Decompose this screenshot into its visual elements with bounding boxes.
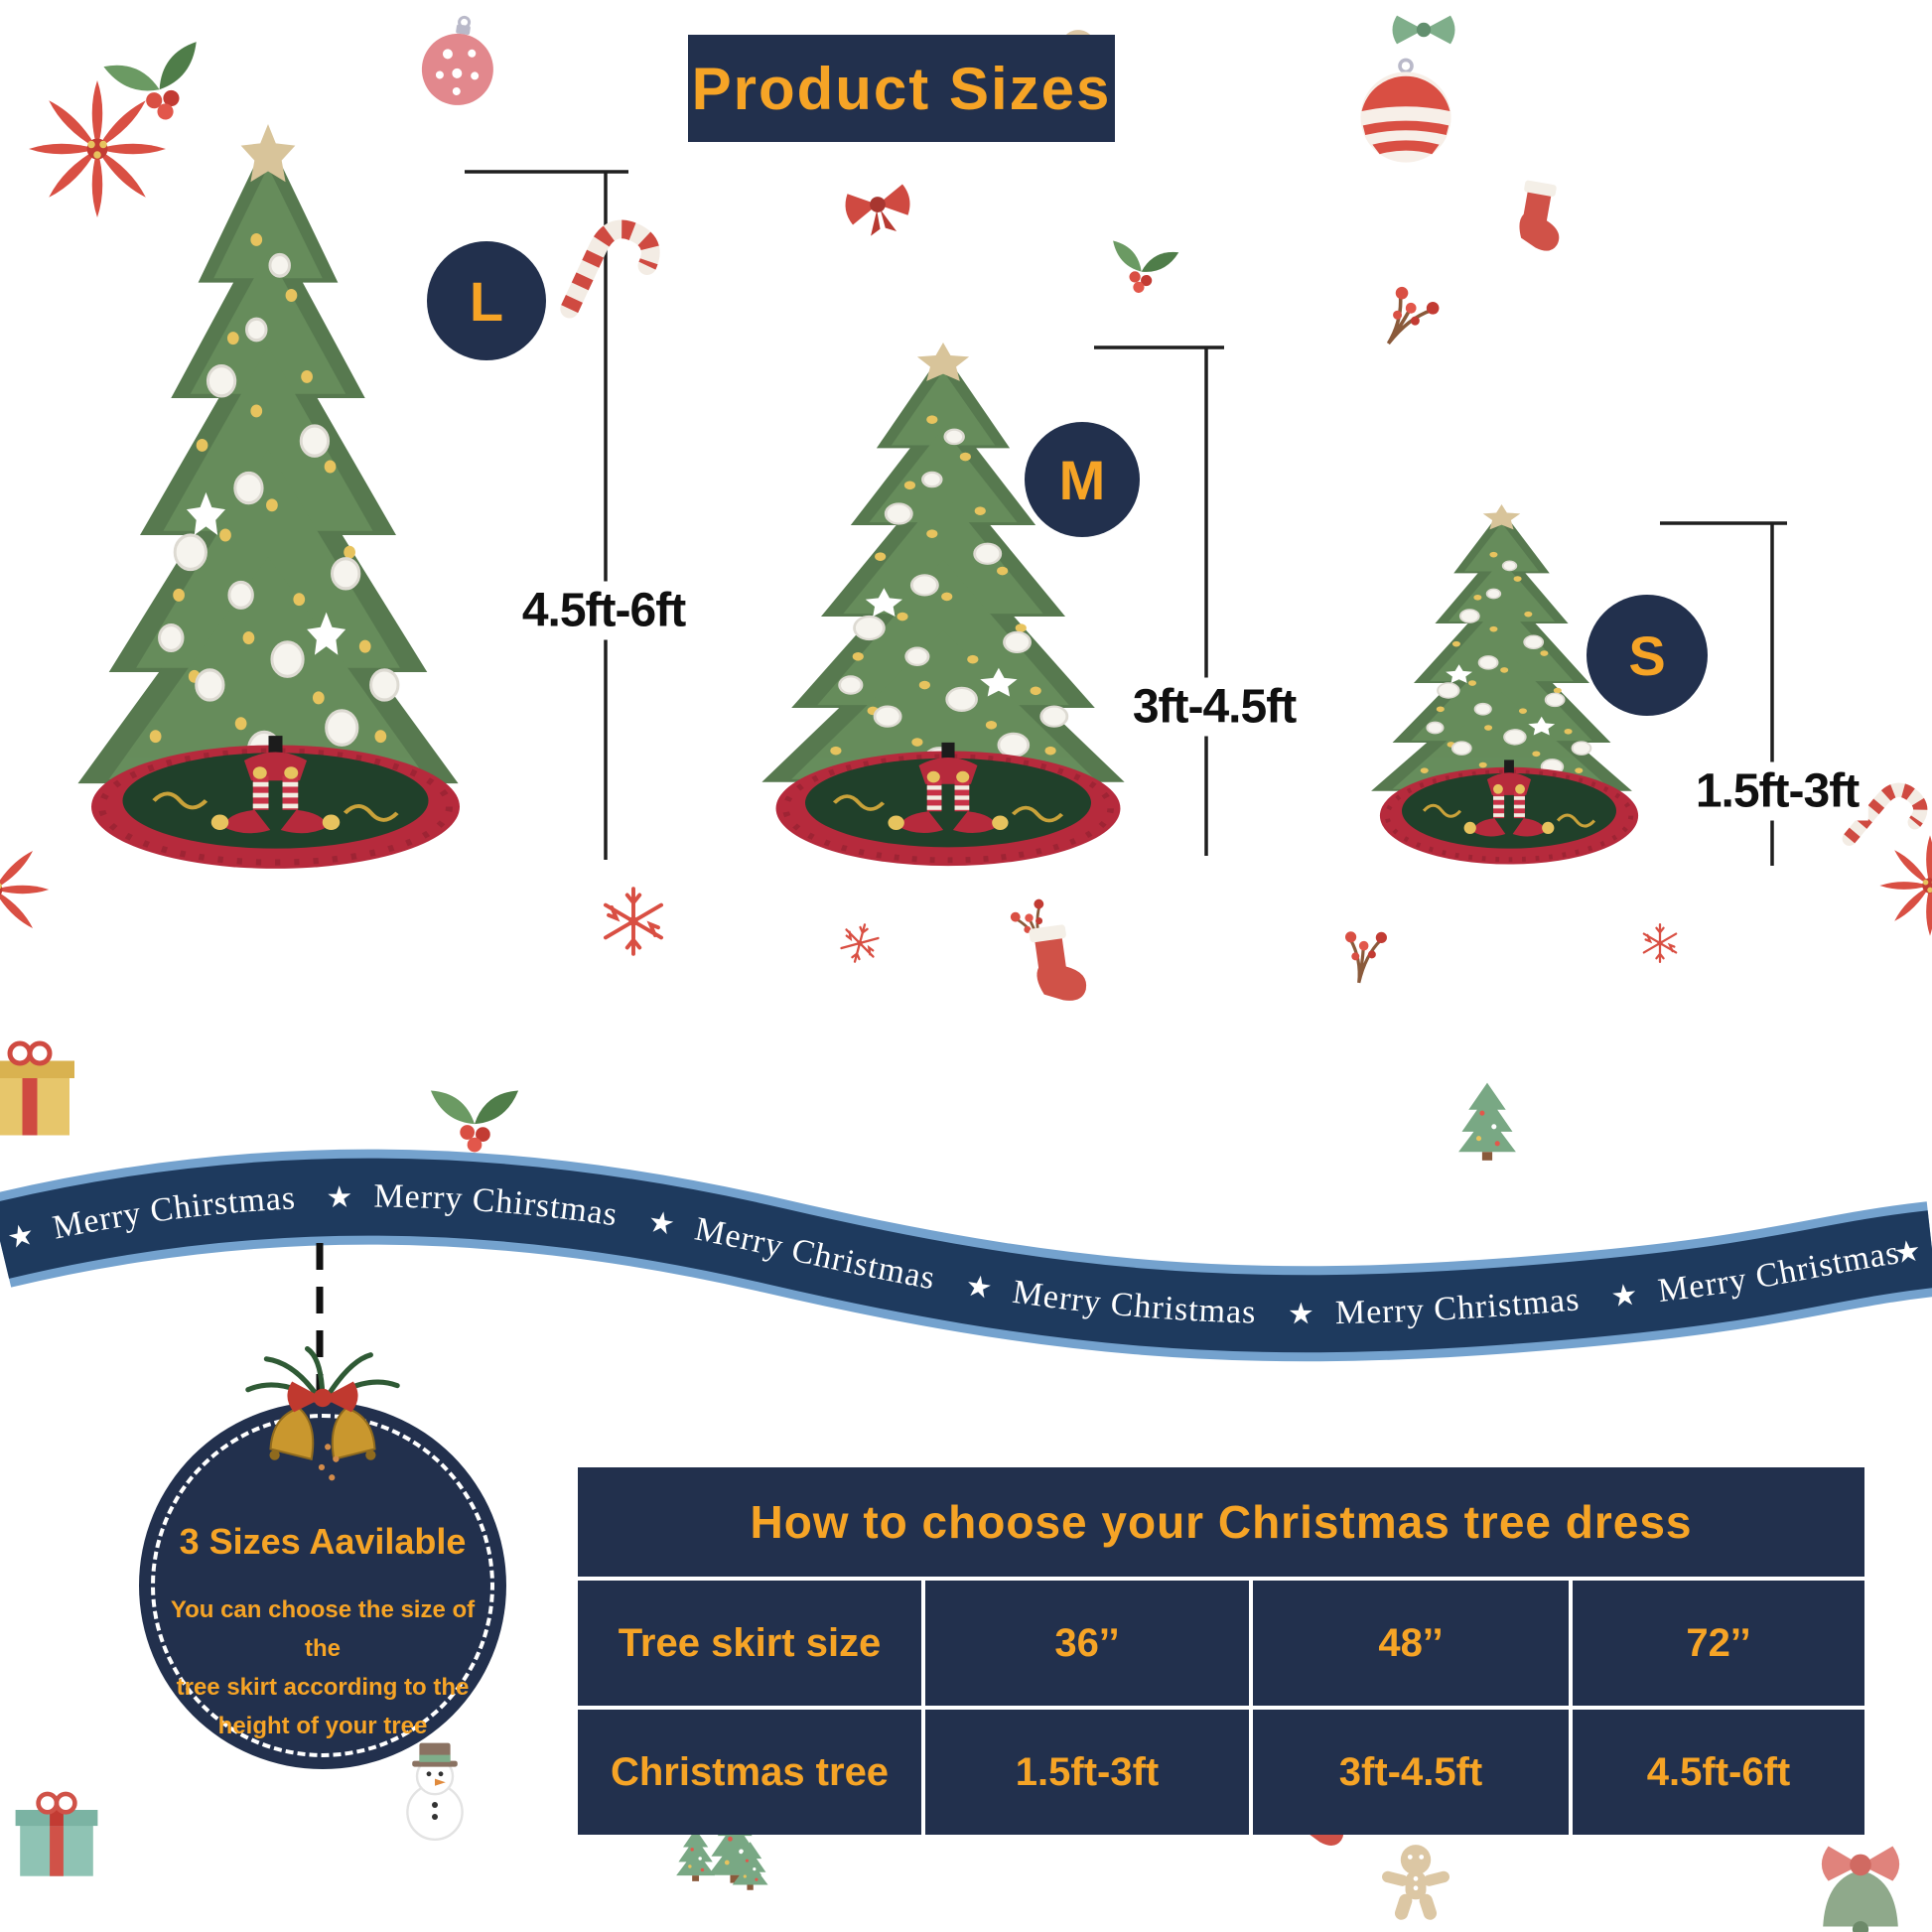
holly-icon bbox=[103, 42, 214, 132]
bauble-stripes-icon bbox=[1358, 58, 1453, 165]
ribbon-star-icon: ★ bbox=[1288, 1297, 1314, 1331]
ribbon-star-icon: ★ bbox=[1609, 1278, 1639, 1315]
skirt-size-value: 72’’ bbox=[1573, 1581, 1864, 1706]
ribbon-star-icon: ★ bbox=[963, 1268, 995, 1307]
size-badge-large-label: L bbox=[469, 269, 504, 333]
poinsettia-icon bbox=[0, 834, 50, 945]
badge-body-line: You can choose the size of the bbox=[170, 1596, 476, 1662]
size-badge-medium-label: M bbox=[1058, 448, 1106, 511]
size-badge-large: L bbox=[427, 241, 546, 360]
holly-icon bbox=[430, 1090, 519, 1153]
size-table: How to choose your Christmas tree dress … bbox=[578, 1467, 1864, 1835]
tree-medium bbox=[759, 343, 1127, 866]
tree-large bbox=[75, 124, 460, 869]
snowflake-icon bbox=[837, 918, 883, 968]
bellbow-icon bbox=[1821, 1846, 1900, 1932]
ribbon-star-icon: ★ bbox=[645, 1204, 677, 1243]
snowflake-icon bbox=[1642, 922, 1678, 964]
size-table-title: How to choose your Christmas tree dress bbox=[750, 1496, 1693, 1548]
bells-bow-icon bbox=[245, 1345, 400, 1481]
tree-height-value: 1.5ft-3ft bbox=[925, 1710, 1249, 1835]
badge-dashed-ring bbox=[151, 1414, 494, 1757]
stocking-icon bbox=[1029, 922, 1089, 1006]
height-range-small: 1.5ft-3ft bbox=[1685, 761, 1869, 821]
holly-icon bbox=[1104, 240, 1179, 299]
poinsettia-icon bbox=[1879, 835, 1932, 936]
badge-body-line: tree skirt according to the bbox=[176, 1674, 470, 1701]
tree-height-value: 4.5ft-6ft bbox=[1573, 1710, 1864, 1835]
snowflake-icon bbox=[603, 887, 664, 956]
gingerbread-icon bbox=[1380, 1845, 1451, 1922]
gift2-icon bbox=[0, 1043, 74, 1136]
skirt-size-value: 36’’ bbox=[925, 1581, 1249, 1706]
stocking-icon bbox=[1514, 180, 1569, 253]
sizes-available-badge: 3 Sizes Aavilable You can choose the siz… bbox=[139, 1345, 506, 1769]
row-label-christmas-tree: Christmas tree bbox=[578, 1710, 921, 1835]
skirt-size-value: 48’’ bbox=[1253, 1581, 1569, 1706]
poinsettia-icon bbox=[29, 80, 166, 217]
bow-icon bbox=[843, 183, 915, 240]
berries-icon bbox=[1335, 924, 1390, 989]
berries-icon bbox=[1366, 278, 1444, 358]
badge-body-line: height of your tree bbox=[217, 1713, 428, 1739]
size-badge-medium: M bbox=[1025, 422, 1140, 537]
height-range-large: 4.5ft-6ft bbox=[511, 581, 696, 640]
merry-christmas-ribbon: ★ Merry Chirstmas ★ Merry Chirstmas ★ Me… bbox=[0, 1178, 1932, 1332]
size-badge-small: S bbox=[1587, 595, 1708, 716]
size-table-header: How to choose your Christmas tree dress bbox=[578, 1467, 1864, 1577]
badge-heading: 3 Sizes Aavilable bbox=[179, 1521, 467, 1562]
row-label-skirt-size: Tree skirt size bbox=[578, 1581, 921, 1706]
bauble-dots-icon bbox=[415, 10, 502, 112]
bow-green-icon bbox=[1392, 15, 1455, 45]
candycane-icon bbox=[570, 221, 658, 332]
size-table-grid: Tree skirt size 36’’ 48’’ 72’’ Christmas… bbox=[578, 1581, 1864, 1835]
page-title: Product Sizes bbox=[691, 55, 1112, 122]
height-range-medium: 3ft-4.5ft bbox=[1122, 677, 1307, 737]
title-banner: Product Sizes bbox=[688, 35, 1115, 142]
gift-icon bbox=[16, 1794, 98, 1876]
ribbon-star-icon: ★ bbox=[1892, 1233, 1923, 1271]
snowman-icon bbox=[406, 1741, 464, 1842]
tree-icon bbox=[1458, 1082, 1516, 1161]
tree-height-value: 3ft-4.5ft bbox=[1253, 1710, 1569, 1835]
ribbon-star-icon: ★ bbox=[326, 1180, 353, 1215]
size-badge-small-label: S bbox=[1628, 623, 1666, 687]
